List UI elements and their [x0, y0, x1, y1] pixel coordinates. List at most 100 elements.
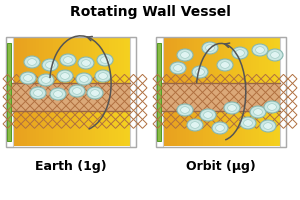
Ellipse shape — [224, 102, 240, 114]
Ellipse shape — [220, 62, 230, 68]
Text: Rotating Wall Vessel: Rotating Wall Vessel — [70, 5, 230, 19]
Bar — [80, 38, 83, 146]
Ellipse shape — [38, 74, 54, 86]
Bar — [53, 38, 57, 146]
Bar — [224, 38, 227, 146]
Bar — [38, 38, 42, 146]
Bar — [12, 83, 130, 111]
Ellipse shape — [181, 107, 189, 113]
Bar — [183, 38, 186, 146]
Bar — [197, 38, 201, 146]
Bar — [174, 38, 177, 146]
Ellipse shape — [240, 117, 256, 129]
Bar — [180, 38, 183, 146]
Ellipse shape — [95, 70, 111, 82]
Ellipse shape — [99, 73, 107, 79]
Bar — [112, 38, 116, 146]
Bar — [215, 38, 218, 146]
Ellipse shape — [100, 57, 109, 63]
Bar — [50, 38, 54, 146]
Ellipse shape — [206, 45, 214, 51]
Bar — [254, 38, 257, 146]
Bar — [77, 38, 80, 146]
Ellipse shape — [264, 123, 272, 129]
Ellipse shape — [82, 60, 90, 66]
Bar — [162, 83, 280, 111]
Ellipse shape — [177, 49, 193, 61]
Bar — [118, 38, 122, 146]
Bar — [27, 38, 30, 146]
Ellipse shape — [264, 101, 280, 113]
Bar — [177, 38, 180, 146]
Ellipse shape — [78, 57, 94, 69]
Bar — [30, 38, 33, 146]
Bar — [65, 38, 68, 146]
Bar — [124, 38, 127, 146]
Ellipse shape — [216, 125, 224, 131]
Bar — [127, 38, 130, 146]
Bar — [41, 38, 45, 146]
Bar — [168, 38, 171, 146]
Bar — [265, 38, 269, 146]
Ellipse shape — [181, 52, 189, 58]
Ellipse shape — [187, 119, 203, 131]
Bar — [162, 38, 166, 146]
Bar — [189, 38, 192, 146]
Ellipse shape — [217, 59, 233, 71]
Ellipse shape — [236, 50, 244, 56]
Ellipse shape — [202, 42, 218, 54]
Bar — [194, 38, 198, 146]
Ellipse shape — [24, 56, 40, 68]
Ellipse shape — [28, 59, 36, 65]
Bar — [186, 38, 189, 146]
Ellipse shape — [250, 106, 266, 118]
Bar — [209, 38, 213, 146]
Ellipse shape — [34, 90, 42, 96]
Bar — [86, 38, 89, 146]
Bar — [59, 38, 63, 146]
Bar — [277, 38, 280, 146]
Ellipse shape — [254, 109, 262, 115]
Ellipse shape — [64, 57, 72, 63]
Ellipse shape — [61, 73, 69, 79]
Ellipse shape — [97, 54, 113, 66]
Ellipse shape — [91, 90, 99, 96]
Bar — [157, 43, 161, 141]
Ellipse shape — [57, 70, 73, 82]
Bar — [250, 38, 254, 146]
Bar — [24, 38, 27, 146]
Bar — [68, 38, 71, 146]
Bar — [18, 38, 21, 146]
Ellipse shape — [50, 88, 66, 100]
Bar — [109, 38, 113, 146]
Bar — [47, 38, 51, 146]
Bar — [244, 38, 248, 146]
Ellipse shape — [170, 62, 186, 74]
Ellipse shape — [46, 62, 54, 68]
Bar — [62, 38, 66, 146]
Bar — [203, 38, 207, 146]
Bar — [89, 38, 92, 146]
Ellipse shape — [260, 120, 276, 132]
Bar — [191, 38, 195, 146]
Bar — [71, 38, 74, 146]
Bar — [233, 38, 236, 146]
Ellipse shape — [190, 122, 200, 128]
Bar — [6, 37, 136, 147]
Bar — [44, 38, 48, 146]
Bar — [106, 38, 110, 146]
Bar — [56, 38, 60, 146]
Bar — [165, 38, 168, 146]
Bar — [6, 37, 13, 147]
Bar — [260, 38, 263, 146]
Bar — [12, 38, 16, 146]
Bar — [103, 38, 107, 146]
Bar — [115, 38, 119, 146]
Bar — [36, 38, 39, 146]
Ellipse shape — [271, 52, 279, 58]
Ellipse shape — [252, 44, 268, 56]
Bar — [171, 38, 174, 146]
Ellipse shape — [232, 47, 248, 59]
Text: Orbit (μg): Orbit (μg) — [186, 160, 256, 173]
Bar — [21, 38, 24, 146]
